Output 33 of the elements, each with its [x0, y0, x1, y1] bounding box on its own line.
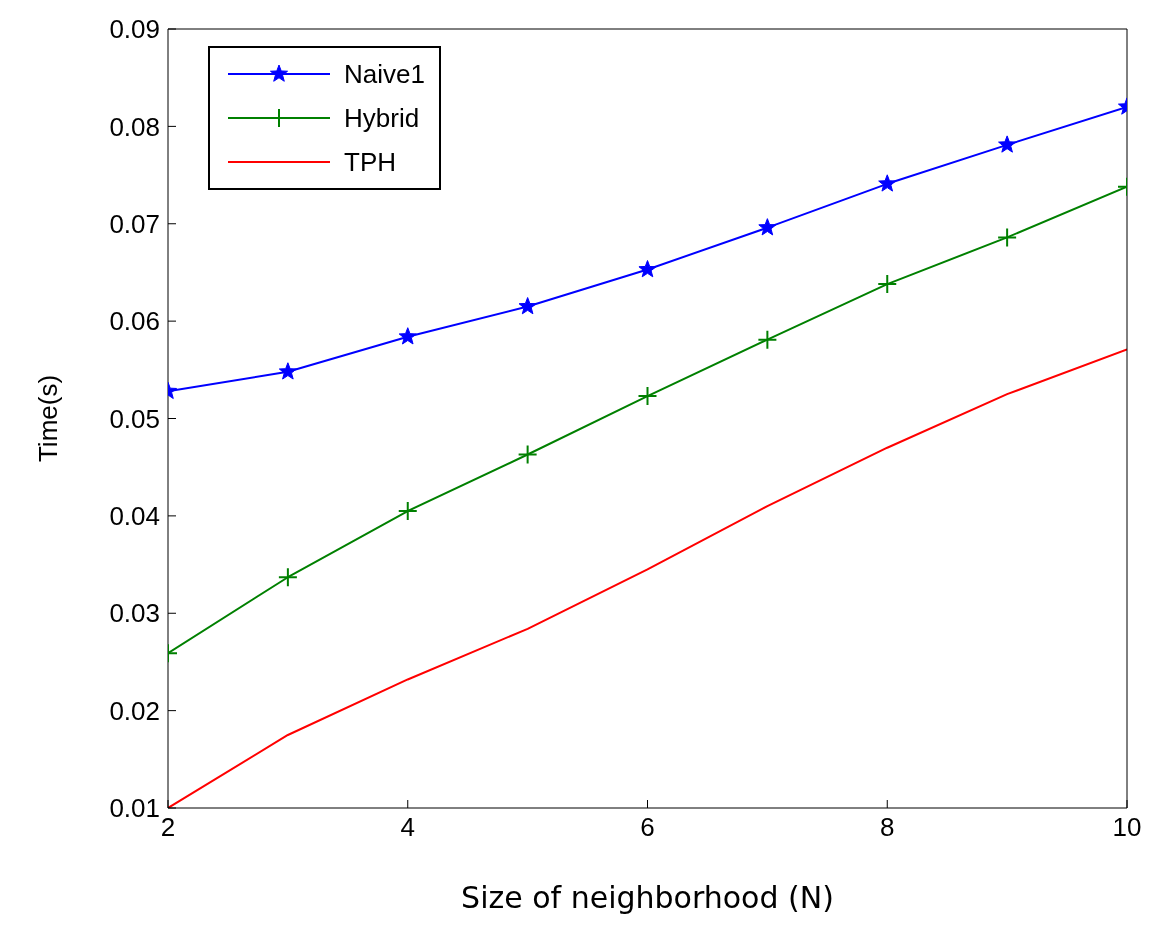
point — [637, 386, 658, 407]
x-tick-label: 6 — [640, 812, 655, 843]
legend-label: TPH — [344, 146, 396, 179]
x-axis-title: Size of neighborhood (N) — [461, 880, 834, 915]
point — [758, 218, 777, 236]
y-tick-label: 0.04 — [109, 501, 160, 532]
point — [397, 501, 418, 522]
x-tick-label: 4 — [400, 812, 415, 843]
point — [638, 260, 657, 278]
point — [877, 274, 898, 295]
legend-label: Naive1 — [344, 58, 425, 91]
y-tick-label: 0.01 — [109, 793, 160, 824]
point — [997, 227, 1018, 248]
y-tick-label: 0.07 — [109, 208, 160, 239]
y-tick-label: 0.03 — [109, 598, 160, 629]
y-axis-title: Time(s) — [33, 374, 64, 463]
legend-label: Hybrid — [344, 102, 420, 135]
point — [518, 297, 537, 315]
point — [398, 327, 417, 345]
y-tick-label: 0.08 — [109, 111, 160, 142]
point — [757, 329, 778, 350]
y-tick-label: 0.09 — [109, 14, 160, 45]
point — [517, 444, 538, 465]
x-tick-label: 2 — [160, 812, 176, 843]
y-tick-label: 0.06 — [109, 306, 160, 337]
y-tick-label: 0.02 — [109, 695, 160, 726]
point — [998, 135, 1017, 153]
point — [878, 174, 897, 192]
point — [278, 362, 297, 380]
point — [277, 567, 298, 588]
x-tick-label: 10 — [1112, 812, 1142, 843]
y-tick-label: 0.05 — [109, 403, 160, 434]
x-tick-label: 8 — [880, 812, 895, 843]
